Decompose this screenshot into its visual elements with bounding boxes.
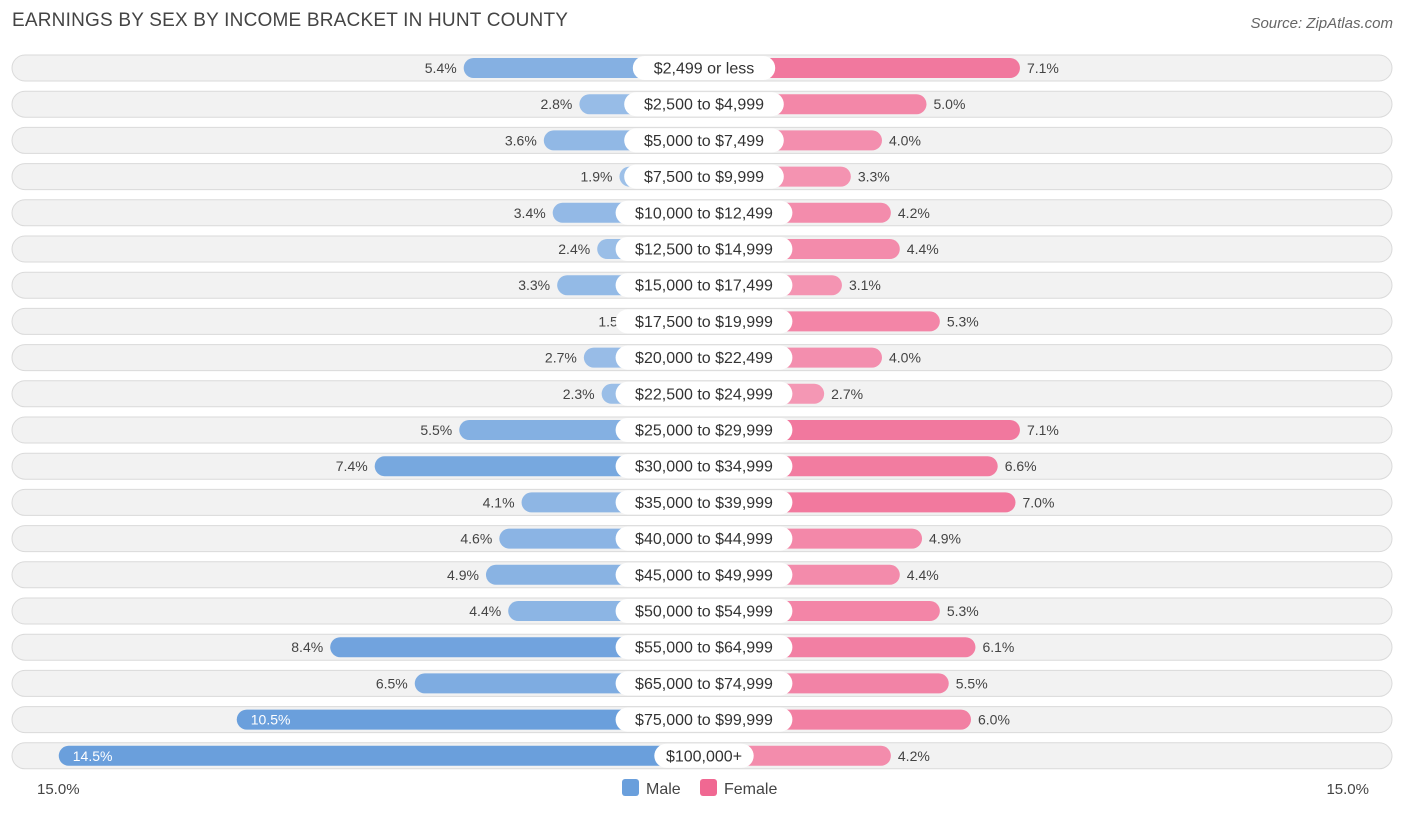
female-bar: [704, 58, 1020, 78]
male-value-label: 5.5%: [420, 422, 452, 438]
female-value-label: 7.1%: [1027, 60, 1059, 76]
category-label: $25,000 to $29,999: [635, 423, 773, 440]
axis-right-label: 15.0%: [1326, 781, 1369, 798]
male-value-label: 8.4%: [291, 639, 323, 655]
category-pill: [615, 526, 793, 551]
category-pill: [615, 381, 793, 406]
category-pill: [615, 309, 793, 334]
male-value-label: 14.5%: [73, 748, 113, 764]
female-value-label: 6.6%: [1005, 458, 1037, 474]
category-pill: [615, 200, 793, 225]
female-value-label: 3.1%: [849, 277, 881, 293]
male-value-label: 5.4%: [425, 60, 457, 76]
male-value-label: 3.3%: [518, 277, 550, 293]
category-label: $22,500 to $24,999: [635, 386, 773, 403]
category-label: $17,500 to $19,999: [635, 314, 773, 331]
category-pill: [615, 707, 793, 732]
male-value-label: 2.4%: [558, 241, 590, 257]
male-value-label: 4.4%: [469, 603, 501, 619]
legend-male-label: Male: [646, 781, 681, 798]
female-value-label: 4.9%: [929, 531, 961, 547]
category-label: $45,000 to $49,999: [635, 567, 773, 584]
female-value-label: 4.0%: [889, 132, 921, 148]
female-value-label: 7.1%: [1027, 422, 1059, 438]
category-pill: [654, 743, 754, 768]
category-label: $12,500 to $14,999: [635, 242, 773, 259]
category-label: $30,000 to $34,999: [635, 459, 773, 476]
male-value-label: 7.4%: [336, 458, 368, 474]
category-pill: [615, 345, 793, 370]
female-value-label: 4.0%: [889, 350, 921, 366]
female-value-label: 5.3%: [947, 313, 979, 329]
female-value-label: 2.7%: [831, 386, 863, 402]
category-label: $50,000 to $54,999: [635, 604, 773, 621]
category-label: $7,500 to $9,999: [644, 169, 764, 186]
category-pill: [624, 128, 784, 153]
female-value-label: 4.2%: [898, 748, 930, 764]
category-label: $10,000 to $12,499: [635, 205, 773, 222]
category-pill: [615, 562, 793, 587]
category-pill: [615, 273, 793, 298]
category-pill: [615, 671, 793, 696]
category-label: $20,000 to $22,499: [635, 350, 773, 367]
category-label: $65,000 to $74,999: [635, 676, 773, 693]
axis-left-label: 15.0%: [37, 781, 80, 798]
female-value-label: 7.0%: [1023, 494, 1055, 510]
male-bar: [330, 637, 704, 658]
category-pill: [632, 56, 776, 80]
category-pill: [615, 454, 793, 479]
male-value-label: 4.6%: [460, 531, 492, 547]
category-pill: [615, 237, 793, 261]
category-pill: [615, 635, 793, 660]
male-value-label: 4.1%: [483, 494, 515, 510]
category-label: $100,000+: [666, 748, 742, 765]
category-label: $15,000 to $17,499: [635, 278, 773, 295]
category-pill: [624, 164, 784, 189]
category-label: $35,000 to $39,999: [635, 495, 773, 512]
chart-title: EARNINGS BY SEX BY INCOME BRACKET IN HUN…: [12, 10, 569, 31]
female-value-label: 5.5%: [956, 675, 988, 691]
female-value-label: 4.4%: [907, 567, 939, 583]
female-value-label: 5.3%: [947, 603, 979, 619]
category-label: $40,000 to $44,999: [635, 531, 773, 548]
category-label: $2,500 to $4,999: [644, 97, 764, 114]
female-value-label: 4.2%: [898, 205, 930, 221]
female-value-label: 4.4%: [907, 241, 939, 257]
male-bar: [58, 745, 704, 766]
male-value-label: 2.8%: [540, 96, 572, 112]
category-pill: [615, 599, 793, 623]
category-label: $75,000 to $99,999: [635, 712, 773, 729]
male-value-label: 2.7%: [545, 350, 577, 366]
legend-female-swatch: [700, 779, 717, 796]
male-value-label: 3.6%: [505, 132, 537, 148]
male-value-label: 4.9%: [447, 567, 479, 583]
male-value-label: 3.4%: [514, 205, 546, 221]
source-label: Source: ZipAtlas.com: [1250, 15, 1393, 32]
female-value-label: 3.3%: [858, 169, 890, 185]
male-value-label: 2.3%: [563, 386, 595, 402]
category-label: $55,000 to $64,999: [635, 640, 773, 657]
male-bar: [236, 709, 704, 730]
female-value-label: 6.0%: [978, 712, 1010, 728]
category-pill: [615, 490, 793, 515]
legend-female-label: Female: [724, 781, 777, 798]
male-value-label: 1.9%: [581, 169, 613, 185]
category-pill: [615, 418, 793, 442]
category-label: $5,000 to $7,499: [644, 133, 764, 150]
male-value-label: 10.5%: [251, 712, 291, 728]
legend-male-swatch: [622, 779, 639, 796]
female-value-label: 6.1%: [982, 639, 1014, 655]
male-value-label: 6.5%: [376, 675, 408, 691]
category-label: $2,499 or less: [654, 61, 755, 78]
female-value-label: 5.0%: [934, 96, 966, 112]
category-pill: [624, 92, 784, 117]
